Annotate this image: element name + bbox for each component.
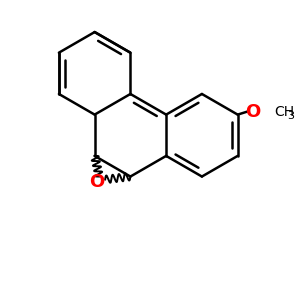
Text: O: O <box>245 103 260 121</box>
Text: CH: CH <box>274 105 295 119</box>
Text: O: O <box>89 173 104 191</box>
Text: 3: 3 <box>287 111 294 121</box>
